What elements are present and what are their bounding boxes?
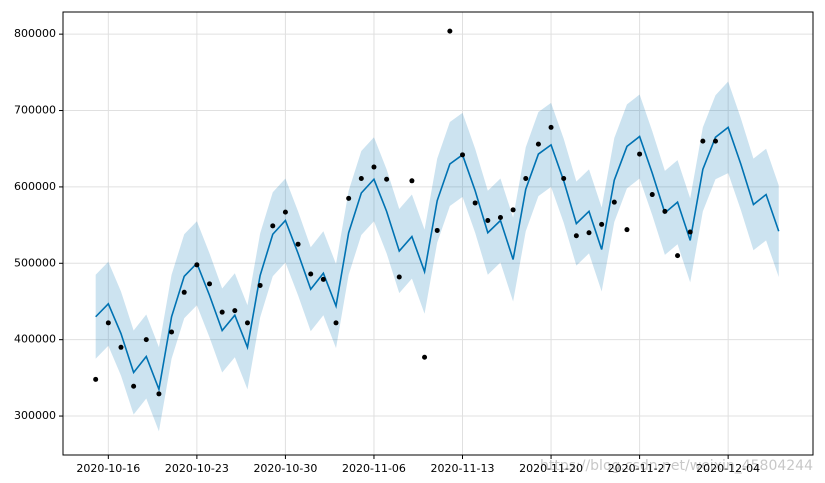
observed-point (662, 208, 668, 214)
observed-point (712, 138, 718, 144)
observed-point (131, 383, 137, 389)
observed-point (93, 376, 99, 382)
observed-point (333, 320, 339, 326)
observed-point (510, 207, 516, 213)
observed-point (295, 241, 301, 247)
observed-point (358, 176, 364, 182)
observed-point (434, 227, 440, 233)
observed-point (409, 178, 415, 184)
observed-point (118, 344, 124, 350)
observed-point (485, 218, 491, 224)
observed-point (219, 309, 225, 315)
observed-point (396, 274, 402, 280)
x-tick-label: 2020-10-23 (165, 462, 229, 475)
observed-point (422, 354, 428, 360)
observed-point (257, 282, 263, 288)
observed-point (232, 308, 238, 314)
observed-point (384, 176, 390, 182)
observed-point (346, 195, 352, 201)
observed-point (447, 28, 453, 34)
y-tick-label: 600000 (14, 180, 56, 193)
observed-point (700, 138, 706, 144)
x-tick-label: 2020-11-27 (608, 462, 672, 475)
observed-point (611, 199, 617, 205)
observed-point (573, 233, 579, 239)
observed-point (561, 176, 567, 182)
x-tick-label: 2020-10-30 (253, 462, 317, 475)
observed-point (675, 253, 681, 259)
observed-point (156, 391, 162, 397)
observed-point (181, 289, 187, 295)
observed-point (143, 337, 149, 343)
observed-point (586, 230, 592, 236)
observed-point (169, 329, 175, 335)
uncertainty-band (95, 81, 779, 432)
observed-point (105, 320, 111, 326)
y-tick-label: 300000 (14, 409, 56, 422)
observed-point (371, 164, 377, 170)
observed-point (523, 176, 529, 182)
y-tick-label: 700000 (14, 104, 56, 117)
observed-point (624, 227, 630, 233)
observed-point (282, 209, 288, 215)
observed-point (308, 271, 314, 277)
observed-point (687, 229, 693, 235)
observed-point (472, 200, 478, 206)
observed-point (637, 151, 643, 157)
observed-point (535, 141, 541, 147)
observed-point (460, 152, 466, 158)
x-tick-label: 2020-11-20 (519, 462, 583, 475)
observed-point (207, 281, 213, 287)
observed-point (548, 124, 554, 130)
x-tick-label: 2020-10-16 (76, 462, 140, 475)
y-tick-label: 800000 (14, 27, 56, 40)
watermark: https://blog.csdn.net/weixin_45804244 (540, 458, 813, 474)
observed-point (194, 262, 200, 268)
x-tick-label: 2020-11-06 (342, 462, 406, 475)
y-tick-label: 500000 (14, 256, 56, 269)
plot-frame (62, 11, 814, 456)
observed-point (244, 320, 250, 326)
observed-point (649, 192, 655, 198)
observed-point (497, 214, 503, 220)
x-tick-label: 2020-12-04 (696, 462, 760, 475)
observed-point (270, 223, 276, 229)
observed-point (320, 276, 326, 282)
observed-point (599, 221, 605, 227)
x-tick-label: 2020-11-13 (431, 462, 495, 475)
y-tick-label: 400000 (14, 333, 56, 346)
